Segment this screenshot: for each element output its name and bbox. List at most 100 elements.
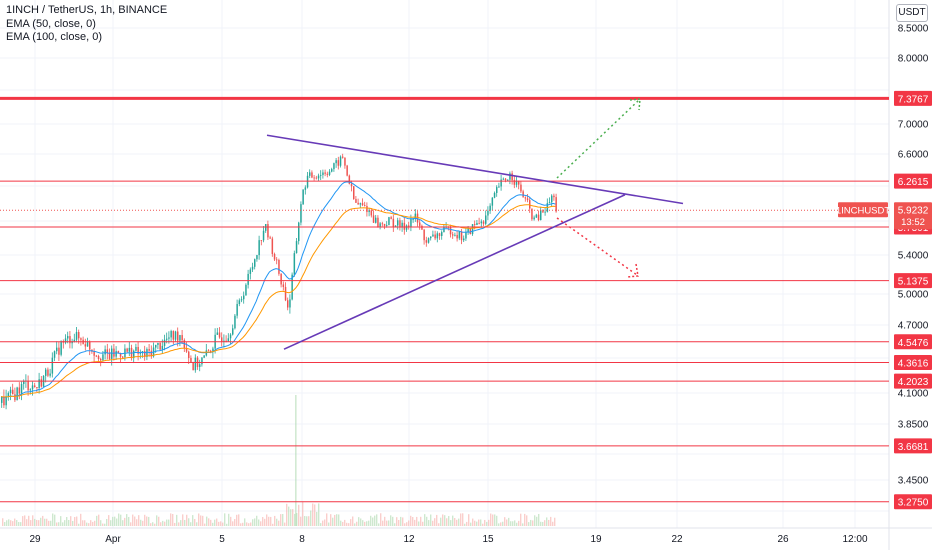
candle-body (443, 227, 445, 233)
ema100-legend: EMA (100, close, 0) (6, 31, 102, 43)
volume-bar (418, 521, 420, 526)
candle-body (95, 355, 98, 357)
volume-bar (112, 516, 114, 526)
volume-bar (390, 515, 392, 526)
candle-body (375, 217, 377, 223)
volume-bar (240, 523, 242, 526)
candle-body (148, 349, 150, 351)
volume-bar (358, 517, 360, 526)
candle-body (399, 220, 401, 228)
candle-body (370, 210, 373, 216)
volume-bar (28, 515, 30, 526)
volume-bar (320, 523, 322, 526)
volume-bar (506, 519, 508, 526)
candle-body (405, 225, 408, 230)
candle-body (359, 203, 362, 205)
volume-bar (416, 516, 418, 526)
currency-button[interactable]: USDT (896, 4, 928, 22)
volume-bar (552, 521, 554, 526)
candle-body (441, 232, 443, 236)
candle-body (97, 356, 100, 360)
ema50-legend: EMA (50, close, 0) (6, 17, 96, 30)
symbol-tag (838, 202, 888, 218)
volume-bar (166, 519, 168, 526)
candle-body (423, 229, 425, 241)
candle-body (403, 222, 406, 230)
candle-body (533, 217, 535, 220)
volume-bar (384, 516, 386, 526)
volume-bar (48, 520, 50, 526)
volume-bar (196, 522, 198, 526)
candle-body (3, 396, 5, 406)
volume-bar (124, 517, 126, 526)
candle-body (73, 339, 76, 342)
level-price-tag (894, 90, 932, 106)
candle-body (34, 385, 36, 388)
candle-body (419, 222, 421, 226)
candle-body (260, 240, 263, 241)
volume-bar (6, 520, 8, 526)
volume-bar (216, 518, 218, 526)
price-tick-label: 5.0000 (898, 290, 929, 301)
volume-bar (280, 514, 282, 526)
candle-body (328, 171, 331, 175)
candle-body (456, 234, 458, 239)
volume-bar (366, 521, 368, 526)
candle-body (238, 300, 241, 305)
volume-bar (490, 513, 492, 526)
candle-body (460, 231, 463, 241)
volume-bar (470, 522, 472, 526)
price-tick-label: 4.7000 (898, 321, 929, 332)
candle-body (509, 173, 511, 180)
candle-body (438, 233, 441, 236)
candle-body (551, 195, 553, 203)
candle-body (199, 364, 201, 367)
volume-bar (264, 518, 266, 526)
volume-bar (78, 523, 80, 526)
volume-bar (334, 514, 336, 526)
volume-bar (220, 521, 222, 526)
volume-bar (108, 515, 110, 526)
volume-bar (438, 523, 440, 526)
candle-body (342, 156, 344, 158)
candle-body (537, 214, 540, 221)
candle-body (491, 197, 494, 206)
candle-body (496, 187, 498, 193)
breakout-up-arrow (556, 99, 640, 179)
candle-body (64, 338, 67, 343)
candle-body (436, 233, 439, 239)
volume-bar (246, 522, 248, 526)
volume-bar (412, 517, 414, 526)
volume-bar (136, 519, 138, 526)
volume-bar (288, 506, 290, 526)
volume-bar (420, 516, 422, 526)
candle-body (106, 349, 109, 353)
time-tick-label: 5 (219, 534, 225, 545)
volume-bar (114, 516, 116, 526)
candle-body (7, 393, 10, 397)
volume-bar (480, 519, 482, 526)
candle-body (108, 352, 111, 359)
volume-bar (86, 522, 88, 526)
volume-bar (140, 519, 142, 526)
volume-bar (188, 518, 190, 526)
volume-bar (460, 513, 462, 526)
time-tick-label: 12:00 (842, 534, 867, 545)
volume-bar (92, 521, 94, 526)
candle-body (454, 234, 456, 236)
candle-body (47, 369, 49, 376)
volume-bar (324, 519, 326, 526)
volume-bar (62, 522, 64, 526)
candle-body (350, 183, 353, 187)
countdown-label: 13:52 (901, 217, 925, 228)
volume-bar (186, 514, 188, 526)
volume-bar (372, 517, 374, 526)
candle-body (210, 350, 212, 353)
candle-body (56, 347, 58, 352)
volume-bar (314, 504, 316, 526)
candle-body (465, 231, 467, 239)
candle-body (504, 178, 507, 181)
volume-bar (40, 517, 42, 526)
volume-bar (268, 516, 270, 526)
